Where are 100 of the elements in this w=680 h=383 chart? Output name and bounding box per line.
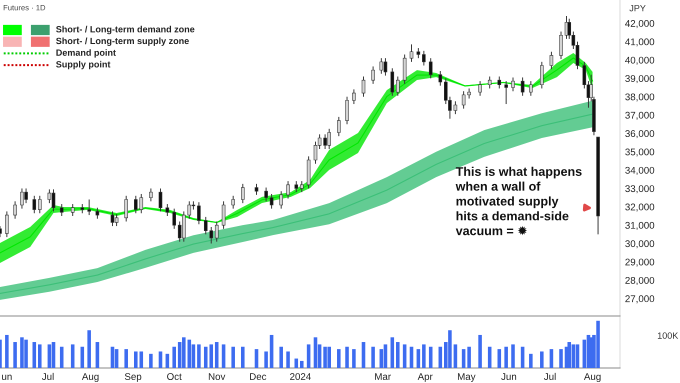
candlestick [182, 210, 186, 242]
candlestick [70, 204, 74, 216]
x-tick-label: Sep [124, 373, 142, 382]
candlestick [416, 48, 420, 59]
bar [149, 354, 153, 368]
bar [306, 344, 310, 368]
candlestick [48, 188, 52, 204]
bar [396, 342, 400, 368]
text: 100K [658, 332, 678, 339]
candlestick [300, 180, 304, 193]
annotation: Demand point [56, 49, 116, 58]
x-tick-label: Dec [250, 373, 266, 380]
y-tick-label: 33,000 [625, 185, 654, 194]
x-tick-label: Apr [418, 373, 433, 382]
y-tick-label: 37,000 [625, 112, 654, 120]
y-tick-label: 28,000 [625, 276, 654, 285]
bar [48, 344, 52, 368]
bar [327, 346, 331, 368]
bar [231, 346, 235, 368]
bar [96, 342, 100, 368]
candlestick [327, 128, 331, 150]
candlestick [124, 195, 128, 222]
bar [416, 349, 420, 368]
annotation: Short- / Long-term supply zone [56, 37, 189, 46]
candlestick [52, 188, 56, 212]
bar [448, 330, 452, 368]
candlestick [197, 202, 201, 225]
candlestick [384, 58, 388, 76]
candlestick [60, 204, 64, 216]
candlestick [390, 68, 394, 96]
bar [214, 342, 219, 368]
bar [390, 337, 394, 368]
bar [124, 349, 128, 368]
y-tick-label: 38,000 [625, 93, 654, 102]
y-tick-label: 42,000 [625, 20, 654, 28]
candlestick [294, 180, 298, 193]
bar [158, 351, 162, 368]
candlestick [204, 216, 208, 235]
candlestick [323, 134, 327, 150]
candlestick [172, 208, 176, 230]
bar [172, 346, 176, 368]
bar [323, 346, 327, 368]
bar [197, 344, 201, 368]
bar [511, 344, 515, 368]
candlestick [410, 44, 414, 62]
x-tick-label: Aug [584, 373, 601, 382]
bar [5, 334, 9, 368]
x-tick-label: Jun [501, 373, 516, 380]
bar [337, 349, 341, 368]
bar [241, 346, 245, 368]
y-tick-label: 34,000 [625, 166, 654, 175]
candlestick [5, 210, 9, 238]
candlestick [520, 76, 524, 96]
x-tick-label: Mar [375, 373, 391, 380]
bar [279, 346, 283, 368]
bar [567, 342, 572, 368]
x-tick-label: May [458, 373, 476, 382]
candlestick [345, 96, 349, 125]
bar [529, 354, 533, 368]
bar [166, 354, 170, 368]
candlestick [467, 88, 471, 100]
bar [422, 344, 426, 368]
candlestick [362, 76, 366, 98]
bar [504, 346, 508, 368]
candlestick [158, 188, 162, 212]
bar [371, 346, 375, 368]
candlestick [488, 76, 492, 89]
y-tick-label: 27,000 [625, 295, 654, 304]
candlestick [110, 210, 114, 227]
bar [488, 346, 492, 368]
candlestick [209, 226, 214, 244]
candlestick [32, 195, 36, 214]
bar [38, 344, 42, 368]
y-axis-title: JPY [629, 5, 646, 12]
bar [80, 346, 84, 368]
bar [454, 344, 458, 368]
y-tick-label: 32,000 [625, 204, 654, 212]
candlestick [504, 80, 508, 105]
x-tick-label: Aug [82, 373, 99, 382]
candlestick [286, 180, 290, 200]
bar [540, 351, 544, 368]
bar [52, 342, 56, 368]
candlestick [87, 198, 91, 216]
bar [134, 351, 138, 368]
y-tick-label: 31,000 [625, 222, 654, 230]
candlestick [454, 100, 458, 115]
bar [550, 349, 554, 368]
bar [402, 344, 406, 368]
candlestick [371, 66, 375, 84]
bar [254, 349, 258, 368]
candlestick [114, 214, 118, 227]
bar [20, 337, 24, 368]
y-tick-label: 39,000 [625, 75, 654, 84]
candlestick [438, 70, 442, 86]
y-tick-label: 36,000 [625, 130, 654, 138]
candlestick [231, 195, 235, 210]
bar [270, 334, 274, 368]
bar [182, 337, 186, 368]
bar [300, 360, 304, 368]
candlestick [402, 54, 406, 84]
